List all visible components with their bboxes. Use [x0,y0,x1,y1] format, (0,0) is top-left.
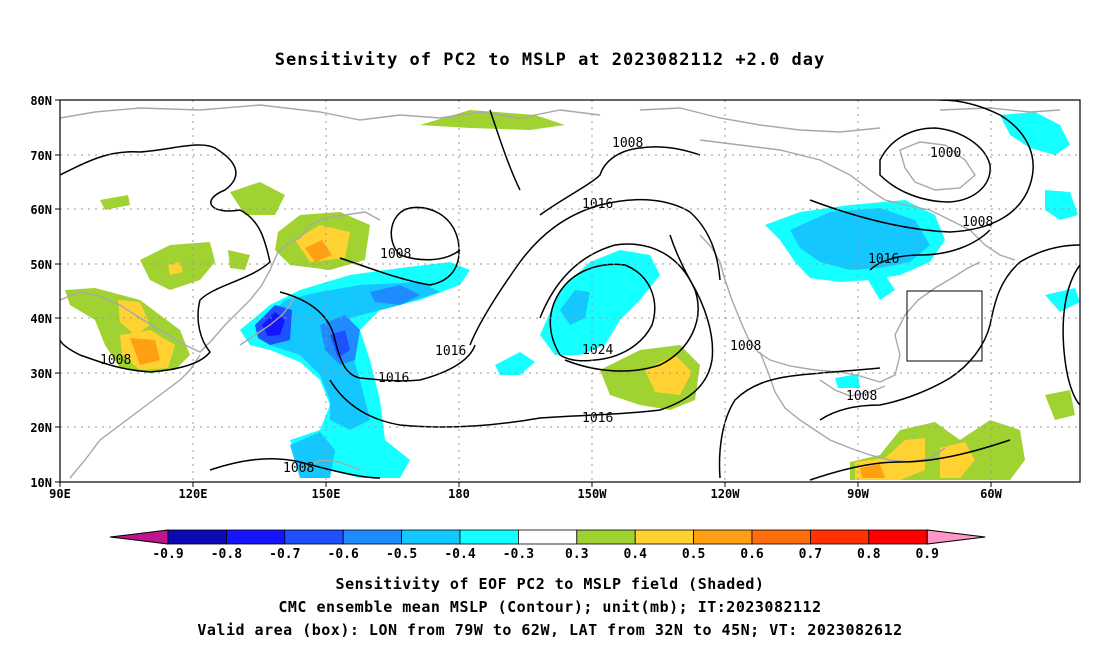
shade-cyan [1000,112,1070,155]
lat-label: 60N [30,203,52,217]
lon-label: 120E [179,487,208,501]
lon-label: 90W [847,487,869,501]
lat-label: 80N [30,94,52,108]
coastlines [60,104,1061,479]
lat-label: 30N [30,367,52,381]
colorbar-swatch [167,529,227,545]
valid-area-box [906,290,983,362]
lon-label: 90E [49,487,71,501]
colorbar-swatch [284,529,344,545]
footer-line-1: Sensitivity of EOF PC2 to MSLP field (Sh… [335,575,765,593]
lat-label: 20N [30,421,52,435]
contour-label: 1008 [962,215,993,230]
shade-cyan [540,250,660,355]
shade-orange [130,338,160,365]
colorbar-label: -0.6 [328,547,359,562]
footer-line-2: CMC ensemble mean MSLP (Contour); unit(m… [278,598,822,616]
mslp-contours [60,100,1080,481]
contour-label: 1016 [582,197,613,212]
colorbar-left-arrow [109,529,169,545]
contour-label: 1008 [100,353,131,368]
lat-label: 50N [30,258,52,272]
contour-label: 1016 [378,371,409,386]
colorbar-label: 0.7 [799,547,822,562]
contour-label: 1008 [612,136,643,151]
contour-label: 1008 [846,389,877,404]
colorbar-swatch [868,529,928,545]
colorbar-swatch [634,529,695,545]
lon-labels: 90E 120E 150E 180 150W 120W 90W 60W [49,487,1002,501]
contour-label: 1008 [283,461,314,476]
lat-labels: 80N 70N 60N 50N 40N 30N 20N 10N [30,94,52,490]
shade-lightblue [790,208,930,270]
colorbar-swatch [342,529,403,545]
colorbar-swatch [459,529,519,545]
shade-cyan [1045,288,1080,312]
colorbar-swatch [810,529,870,545]
shade-green [1045,390,1075,420]
colorbar-label: 0.5 [682,547,705,562]
colorbar-label: -0.7 [269,547,300,562]
contour-label: 1016 [435,344,466,359]
lat-label: 40N [30,312,52,326]
lon-label: 150W [578,487,608,501]
shade-orange [860,464,885,478]
colorbar-swatch [693,529,753,545]
shaded-areas [65,110,1080,480]
colorbar-swatch [225,529,286,545]
colorbar-swatch [401,529,461,545]
lat-label: 10N [30,476,52,490]
contour-label: 1008 [380,247,411,262]
colorbar-label: -0.4 [444,547,475,562]
shade-green [100,195,130,210]
shade-orange [305,240,332,262]
shade-cyan [1045,190,1078,220]
shade-green [230,182,285,215]
lat-lon-grid [60,100,1080,482]
colorbar-label: 0.3 [565,547,588,562]
lon-label: 120W [711,487,741,501]
colorbar-label: -0.5 [386,547,417,562]
shade-yellow [168,262,183,275]
contour-label: 1008 [730,339,761,354]
colorbar-label: -0.8 [211,547,242,562]
map-frame [59,99,1081,483]
shade-cyan [495,352,535,375]
colorbar: -0.9 -0.8 -0.7 -0.6 -0.5 -0.4 -0.3 0.3 0.4 0.5 0.6… [109,529,986,562]
colorbar-label: 0.8 [857,547,881,562]
shade-cyan [835,374,860,388]
colorbar-label: -0.3 [503,547,534,562]
contour-labels: 1008 1000 1008 1016 1008 1016 1024 1016 … [100,136,993,476]
colorbar-label: -0.9 [152,547,183,562]
colorbar-label: 0.9 [915,547,938,562]
colorbar-label: 0.6 [740,547,764,562]
colorbar-swatch [518,529,578,545]
shade-lightblue [560,290,590,325]
shade-yellow [645,355,692,395]
colorbar-right-arrow [926,529,986,545]
shade-yellow [940,442,975,478]
colorbar-swatch [751,529,811,545]
axis-ticks [55,99,992,487]
contour-label: 1024 [582,343,613,358]
plot-title: Sensitivity of PC2 to MSLP at 2023082112… [274,50,826,70]
shade-cyan [868,275,895,300]
contour-label: 1000 [930,146,961,161]
lon-label: 60W [980,487,1002,501]
map-panel: 1008 1000 1008 1016 1008 1016 1024 1016 … [60,100,1080,482]
shade-green [228,250,250,270]
shade-lightblue [290,432,335,478]
colorbar-label: 0.4 [623,547,647,562]
contour-label: 1016 [868,252,899,267]
colorbar-swatch [576,529,636,545]
contour-label: 1016 [582,411,613,426]
shade-midblue [370,285,420,305]
lon-label: 180 [448,487,470,501]
lat-label: 70N [30,149,52,163]
lon-label: 150E [312,487,341,501]
footer-line-3: Valid area (box): LON from 79W to 62W, L… [197,621,903,639]
